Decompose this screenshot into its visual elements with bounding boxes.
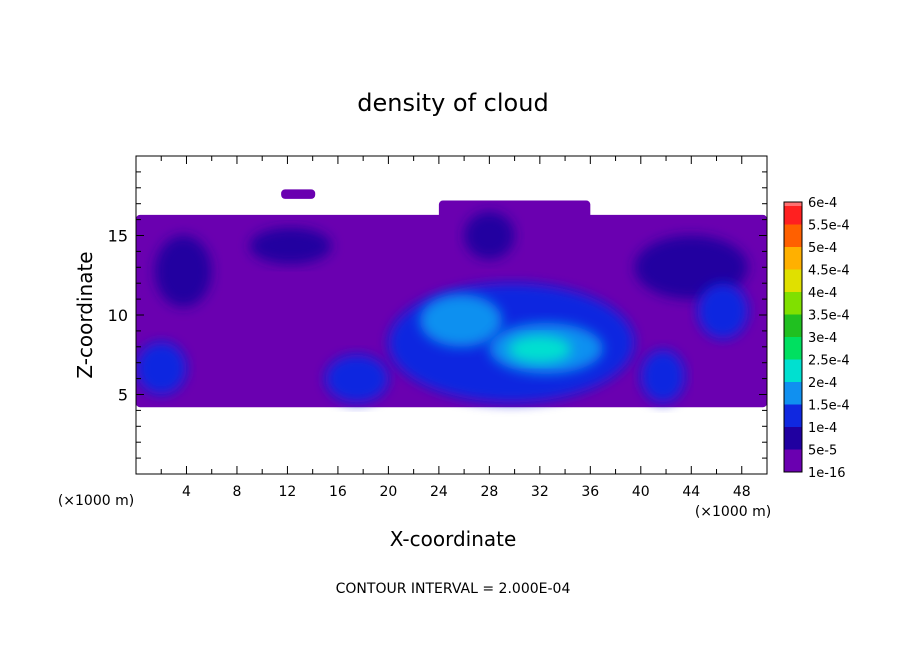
colorbar-label: 3e-4 [808, 331, 837, 346]
x-tick-label: 36 [581, 484, 599, 500]
colorbar-swatch [784, 359, 802, 382]
x-tick-label: 16 [329, 484, 347, 500]
x-tick-label: 8 [232, 484, 241, 500]
colorbar-label: 3.5e-4 [808, 309, 850, 324]
colorbar-swatch [784, 314, 802, 337]
cloud-region [249, 227, 332, 265]
x-tick-label: 20 [379, 484, 397, 500]
colorbar-label: 1e-4 [808, 421, 837, 436]
chart-title: density of cloud [357, 89, 548, 117]
colorbar-label: 4e-4 [808, 286, 837, 301]
x-tick-label: 44 [682, 484, 700, 500]
colorbar-label: 2.5e-4 [808, 354, 850, 369]
colorbar-swatch [784, 247, 802, 270]
colorbar-swatch [784, 382, 802, 405]
contour-interval: CONTOUR INTERVAL = 2.000E-04 [336, 581, 571, 597]
cloud-region [154, 235, 212, 308]
colorbar-swatch [784, 202, 802, 225]
x-tick-label: 24 [430, 484, 448, 500]
x-tick-label: 4 [182, 484, 191, 500]
cloud-region [508, 335, 572, 363]
colorbar: 1e-16 5e-5 1e-4 1.5e-4 2e-4 2.5e-4 3e-4 3.5e-4 4… [783, 196, 850, 481]
colorbar-swatch [784, 337, 802, 360]
cloud-region [640, 349, 685, 403]
y-axis-label: Z-coordinate [73, 251, 97, 378]
colorbar-swatch [784, 202, 802, 206]
colorbar-swatch [784, 292, 802, 315]
colorbar-frame [783, 201, 803, 473]
cloud-field [136, 189, 767, 408]
colorbar-label: 5e-4 [808, 241, 837, 256]
cloud-region [136, 342, 187, 395]
x-tick-label: 40 [632, 484, 650, 500]
colorbar-label: 2e-4 [808, 376, 837, 391]
y-tick-label: 5 [118, 386, 128, 405]
cloud-region [697, 283, 749, 339]
cloud-region [325, 354, 389, 403]
y-axis-ticks: 5 10 15 [108, 171, 767, 459]
cloud-region [464, 211, 515, 260]
colorbar-label: 5.5e-4 [808, 219, 850, 234]
y-tick-label: 15 [108, 227, 128, 246]
x-axis-label: X-coordinate [390, 527, 517, 551]
x-unit-right: (×1000 m) [695, 504, 771, 520]
colorbar-swatch [784, 427, 802, 450]
colorbar-label: 6e-4 [808, 196, 837, 211]
colorbar-label: 1.5e-4 [808, 399, 850, 414]
colorbar-label: 4.5e-4 [808, 264, 850, 279]
colorbar-label: 1e-16 [808, 466, 846, 481]
y-tick-label: 10 [108, 306, 128, 325]
colorbar-swatch [784, 404, 802, 427]
colorbar-label: 5e-5 [808, 444, 837, 459]
colorbar-swatch [784, 449, 802, 472]
cloud-region [634, 235, 749, 300]
cloud-region [281, 189, 316, 199]
colorbar-swatch [784, 224, 802, 247]
x-axis-ticks: 4 8 12 16 20 24 28 32 36 40 44 48 [160, 156, 751, 500]
x-unit-left: (×1000 m) [58, 493, 134, 509]
cloud-region [438, 200, 591, 260]
colorbar-swatch [784, 269, 802, 292]
x-tick-label: 32 [531, 484, 549, 500]
x-tick-label: 48 [733, 484, 751, 500]
x-tick-label: 12 [279, 484, 297, 500]
x-tick-label: 28 [480, 484, 498, 500]
cloud-region [419, 294, 502, 347]
